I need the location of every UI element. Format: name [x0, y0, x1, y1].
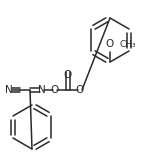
Text: N: N [38, 85, 46, 95]
Text: O: O [51, 85, 59, 95]
Text: CH₃: CH₃ [120, 40, 137, 48]
Text: O: O [106, 39, 114, 49]
Text: O: O [76, 85, 84, 95]
Text: O: O [64, 70, 72, 80]
Text: N: N [5, 85, 13, 95]
